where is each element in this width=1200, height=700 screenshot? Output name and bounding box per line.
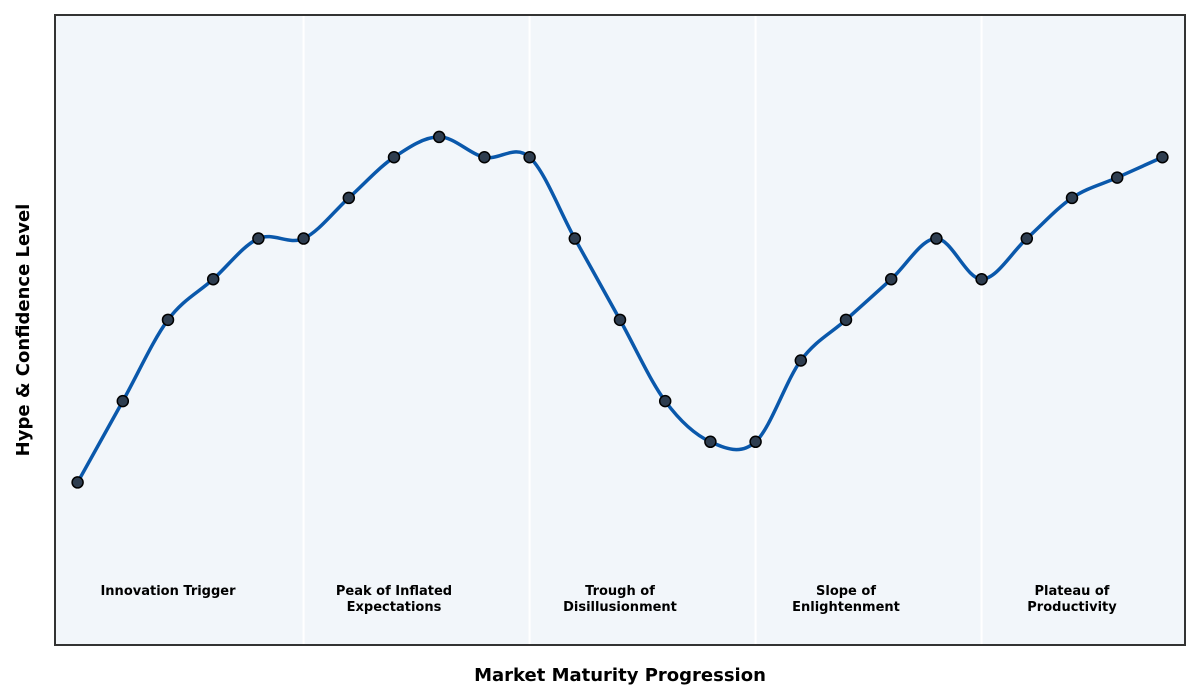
phase-labels: Innovation Trigger Peak of Inflated Expect… bbox=[100, 584, 1117, 615]
data-point bbox=[252, 232, 265, 245]
data-point bbox=[478, 151, 491, 164]
phase-label: Peak of Inflated Expectations bbox=[336, 584, 452, 615]
data-point bbox=[839, 313, 853, 327]
data-points bbox=[71, 130, 1169, 489]
plot-background bbox=[55, 15, 1185, 645]
data-point bbox=[568, 232, 582, 245]
data-point bbox=[161, 313, 175, 327]
data-point bbox=[884, 272, 898, 286]
data-point bbox=[749, 435, 762, 449]
phase-label: Innovation Trigger bbox=[100, 584, 236, 599]
data-point bbox=[658, 394, 672, 408]
phase-label: Trough of Disillusionment bbox=[563, 584, 677, 615]
plot-frame bbox=[54, 14, 1186, 646]
data-point bbox=[1020, 232, 1034, 245]
x-axis-label: Market Maturity Progression bbox=[474, 665, 766, 686]
data-point bbox=[1110, 171, 1124, 184]
y-axis-label: Hype & Confidence Level bbox=[13, 204, 34, 457]
data-point bbox=[297, 232, 310, 245]
data-point bbox=[613, 313, 627, 327]
data-point bbox=[432, 130, 446, 144]
phase-label: Plateau of Productivity bbox=[1027, 584, 1117, 615]
data-point bbox=[930, 232, 943, 245]
data-point bbox=[387, 151, 401, 164]
data-point bbox=[206, 272, 220, 286]
data-point bbox=[116, 394, 130, 408]
data-point bbox=[1065, 191, 1079, 205]
data-point bbox=[1156, 151, 1169, 164]
data-point bbox=[704, 435, 717, 449]
data-point bbox=[794, 354, 808, 367]
data-point bbox=[523, 151, 536, 164]
phase-dividers bbox=[302, 15, 983, 645]
data-point bbox=[975, 272, 988, 286]
data-point bbox=[342, 191, 356, 205]
data-point bbox=[71, 476, 84, 489]
phase-label: Slope of Enlightenment bbox=[792, 584, 900, 615]
